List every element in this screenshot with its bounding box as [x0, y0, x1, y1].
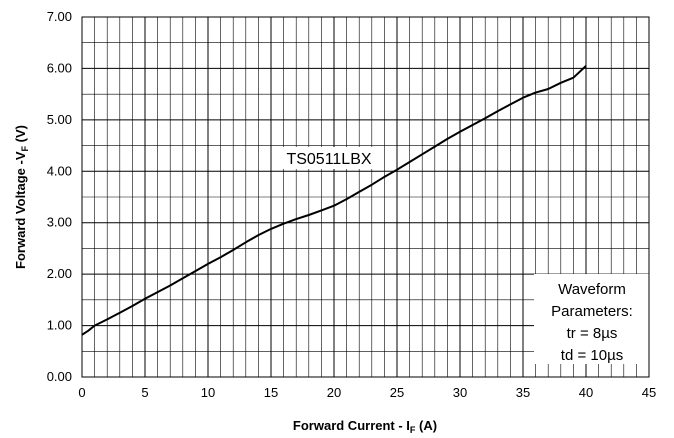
x-tick-label: 5 — [141, 385, 148, 400]
series-group — [81, 65, 587, 336]
waveform-title: Waveform — [558, 281, 626, 298]
x-tick-label: 0 — [78, 385, 85, 400]
waveform-annotation-background — [534, 274, 652, 364]
y-axis-title: Forward Voltage -VF (V) — [13, 125, 30, 269]
y-tick-label: 5.00 — [47, 112, 72, 127]
y-tick-label: 2.00 — [47, 266, 72, 281]
y-tick-label: 4.00 — [47, 163, 72, 178]
x-tick-label: 20 — [327, 385, 341, 400]
x-tick-labels: 0 5 10 15 20 25 30 35 40 45 — [78, 385, 656, 400]
series-label: TS0511LBX — [286, 151, 371, 168]
x-axis-title: Forward Current - IF (A) — [293, 418, 437, 435]
y-tick-labels: 0.00 1.00 2.00 3.00 4.00 5.00 6.00 7.00 — [47, 9, 72, 384]
x-tick-label: 40 — [579, 385, 593, 400]
y-tick-label: 0.00 — [47, 369, 72, 384]
y-tick-label: 1.00 — [47, 318, 72, 333]
waveform-tr: tr = 8µs — [567, 325, 618, 342]
series-label-background — [277, 147, 381, 169]
series-line — [81, 65, 587, 336]
x-tick-label: 10 — [201, 385, 215, 400]
y-tick-label: 3.00 — [47, 215, 72, 230]
plot-area-border — [81, 16, 650, 378]
y-tick-label: 6.00 — [47, 60, 72, 75]
y-tick-label: 7.00 — [47, 9, 72, 24]
waveform-annotation: Waveform Parameters: tr = 8µs td = 10µs — [534, 274, 652, 364]
waveform-parameters: Parameters: — [551, 303, 633, 320]
x-tick-label: 35 — [516, 385, 530, 400]
x-tick-label: 15 — [264, 385, 278, 400]
major-gridlines — [82, 17, 649, 377]
x-tick-label: 30 — [453, 385, 467, 400]
x-tick-label: 45 — [642, 385, 656, 400]
series-label-group: TS0511LBX — [277, 147, 381, 169]
waveform-td: td = 10µs — [561, 347, 623, 364]
x-tick-label: 25 — [390, 385, 404, 400]
